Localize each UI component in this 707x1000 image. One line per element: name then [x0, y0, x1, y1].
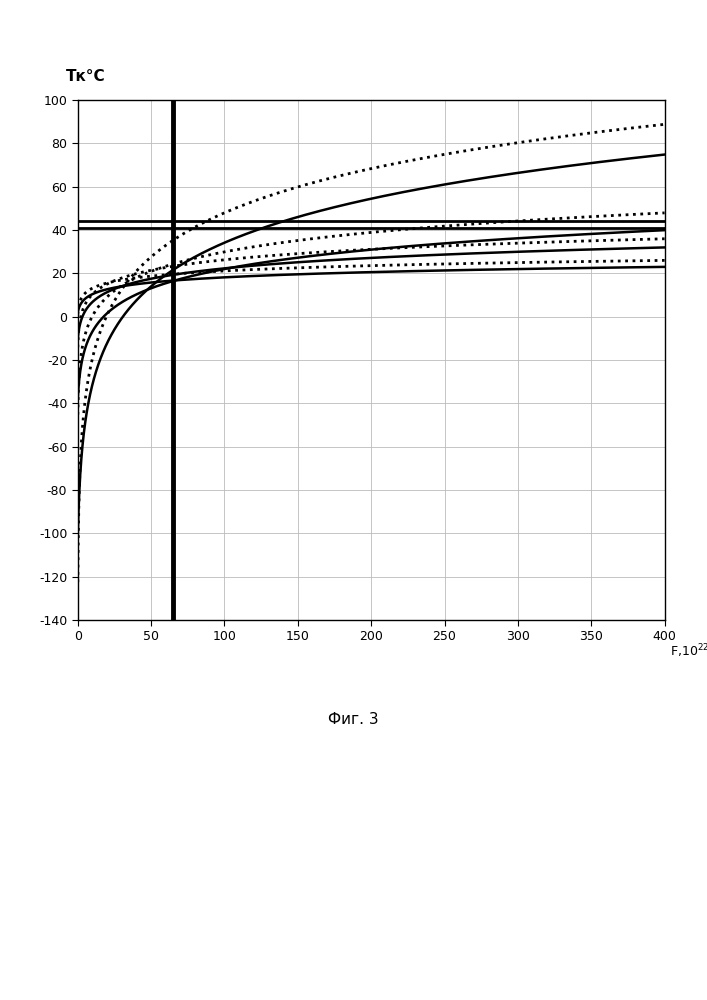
- Text: Фиг. 3: Фиг. 3: [328, 712, 379, 728]
- Text: Tк°C: Tк°C: [66, 69, 105, 84]
- Text: F,10$^{22}$М$^{-2}$: F,10$^{22}$М$^{-2}$: [670, 642, 707, 660]
